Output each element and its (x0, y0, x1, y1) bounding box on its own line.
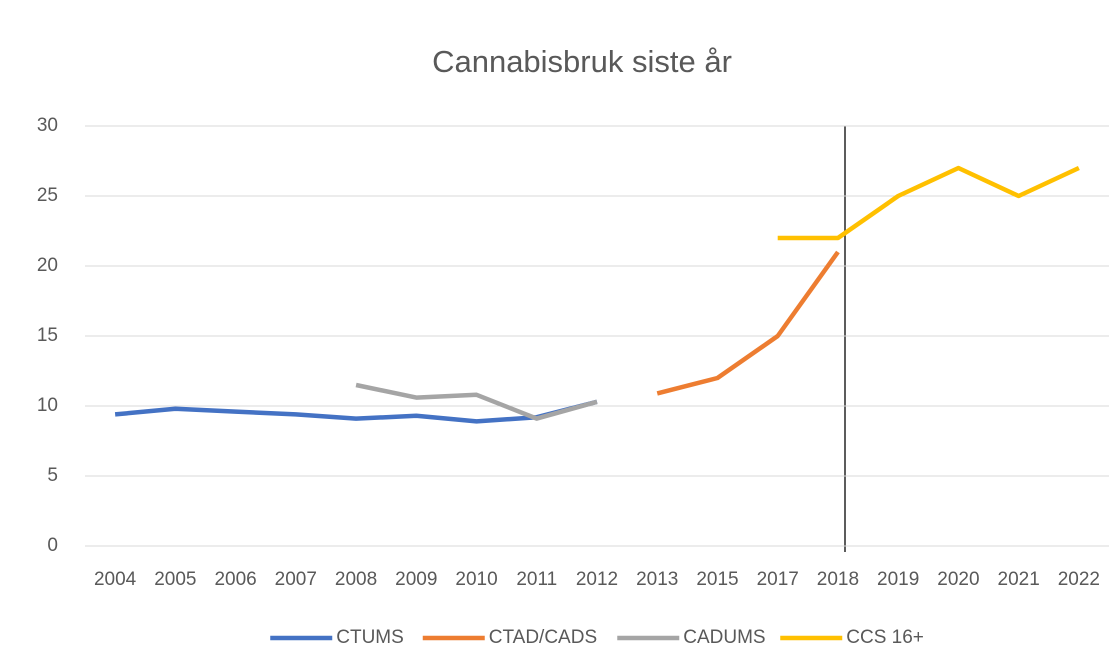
series-line (355, 382, 598, 421)
x-tick-label: 2004 (94, 569, 137, 590)
y-tick-label: 20 (37, 255, 58, 276)
x-tick-label: 2021 (998, 569, 1040, 590)
x-tick-label: 2005 (154, 569, 196, 590)
legend-label: CTAD/CADS (489, 627, 597, 648)
y-tick-label: 15 (37, 325, 58, 346)
legend-label: CADUMS (683, 627, 765, 648)
x-tick-label: 2006 (214, 569, 256, 590)
x-tick-label: 2015 (696, 569, 738, 590)
y-tick-label: 25 (37, 185, 58, 206)
x-tick-label: 2011 (516, 569, 557, 590)
x-tick-label: 2017 (757, 569, 799, 590)
x-tick-label: 2022 (1058, 569, 1100, 590)
x-tick-label: 2012 (576, 569, 618, 590)
y-tick-label: 10 (37, 395, 58, 416)
y-tick-label: 5 (47, 465, 58, 486)
legend-label: CCS 16+ (846, 627, 924, 648)
x-tick-label: 2020 (937, 569, 979, 590)
y-tick-label: 0 (47, 535, 58, 556)
series-line (777, 165, 1080, 241)
x-tick-label: 2019 (877, 569, 919, 590)
y-tick-label: 30 (37, 115, 58, 136)
series-line (656, 250, 840, 396)
x-tick-label: 2009 (395, 569, 437, 590)
x-tick-label: 2007 (275, 569, 317, 590)
legend-label: CTUMS (336, 627, 404, 648)
x-tick-label: 2010 (455, 569, 497, 590)
chart-title: Cannabisbruk siste år (432, 44, 732, 79)
x-tick-label: 2008 (335, 569, 377, 590)
series-line (114, 399, 598, 424)
x-tick-label: 2013 (636, 569, 678, 590)
x-tick-label: 2018 (817, 569, 859, 590)
